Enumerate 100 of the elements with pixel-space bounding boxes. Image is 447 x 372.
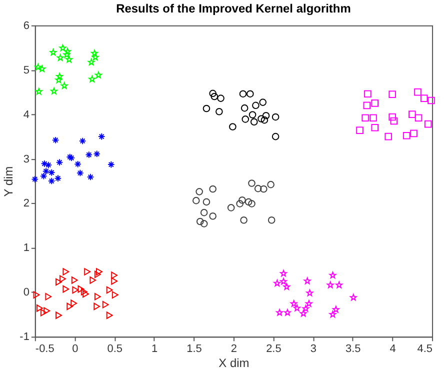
point xyxy=(240,104,248,112)
point xyxy=(55,76,62,84)
point xyxy=(34,64,42,70)
point xyxy=(248,200,256,208)
point xyxy=(332,306,340,313)
point xyxy=(62,285,70,293)
point xyxy=(238,196,246,204)
point xyxy=(250,118,258,126)
point xyxy=(71,276,78,284)
point xyxy=(88,76,96,82)
point xyxy=(36,304,43,312)
point xyxy=(40,308,47,316)
point xyxy=(210,92,218,100)
point xyxy=(329,272,336,278)
point xyxy=(276,308,284,316)
point xyxy=(262,112,270,120)
point xyxy=(102,300,109,308)
point xyxy=(414,114,422,122)
point xyxy=(408,110,416,118)
point xyxy=(64,48,71,55)
point xyxy=(200,208,208,216)
point xyxy=(192,196,200,204)
point xyxy=(66,56,73,63)
point xyxy=(246,90,254,98)
point xyxy=(283,283,290,290)
x-tick-label: 3.5 xyxy=(345,343,361,356)
x-tick-label: 4 xyxy=(390,343,396,356)
point xyxy=(326,281,334,288)
point xyxy=(56,312,62,319)
point xyxy=(248,180,256,187)
point xyxy=(217,94,224,102)
point xyxy=(371,124,379,132)
point xyxy=(56,54,64,61)
x-axis-title: X dim xyxy=(218,356,250,370)
point xyxy=(329,310,336,318)
point xyxy=(59,44,66,52)
point xyxy=(410,130,418,138)
point xyxy=(290,300,298,307)
point xyxy=(424,120,432,128)
point xyxy=(388,113,396,121)
point xyxy=(336,281,343,288)
point xyxy=(196,218,204,226)
point xyxy=(209,212,216,220)
x-tick-label: 4.5 xyxy=(417,343,433,356)
point xyxy=(96,268,102,276)
point xyxy=(196,188,203,196)
point xyxy=(94,292,101,300)
x-tick-label: 0.5 xyxy=(107,343,122,356)
y-tick-label: 5 xyxy=(23,64,30,76)
point xyxy=(90,276,96,284)
point xyxy=(78,285,84,293)
point xyxy=(280,270,288,277)
point xyxy=(356,126,364,134)
point xyxy=(209,90,216,98)
point xyxy=(84,268,91,276)
point xyxy=(76,169,84,177)
point xyxy=(38,65,46,72)
point xyxy=(94,72,102,78)
point xyxy=(112,291,118,299)
point xyxy=(216,108,223,116)
point xyxy=(202,198,210,206)
point xyxy=(239,90,247,98)
point xyxy=(63,51,70,58)
point xyxy=(92,54,99,60)
point xyxy=(302,304,310,312)
point xyxy=(294,304,301,312)
point xyxy=(252,102,260,110)
point xyxy=(52,136,60,144)
point xyxy=(50,48,57,56)
point xyxy=(227,204,235,212)
y-tick-label: 1 xyxy=(23,242,30,254)
point xyxy=(44,161,52,169)
point xyxy=(272,113,280,121)
point xyxy=(229,123,236,130)
point xyxy=(259,98,267,106)
point xyxy=(209,185,216,193)
x-tick-label: 1 xyxy=(152,343,158,356)
x-tick-label: 3 xyxy=(310,343,316,356)
x-tick-label: 0 xyxy=(72,343,78,356)
point xyxy=(31,176,39,183)
point xyxy=(254,184,262,192)
point xyxy=(45,292,52,300)
point xyxy=(267,180,274,188)
point xyxy=(364,90,372,98)
point xyxy=(244,198,252,206)
point xyxy=(98,132,106,140)
point xyxy=(350,294,357,301)
point xyxy=(40,160,48,168)
y-tick-label: 6 xyxy=(23,20,30,32)
point xyxy=(33,291,40,299)
point xyxy=(414,88,422,96)
chart-title: Results of the Improved Kernel algorithm xyxy=(116,1,351,16)
point xyxy=(106,286,113,294)
point xyxy=(94,302,100,310)
point xyxy=(304,277,311,284)
y-tick-label: 4 xyxy=(23,108,30,121)
point xyxy=(428,96,435,104)
point xyxy=(260,116,268,124)
point xyxy=(200,220,208,228)
point xyxy=(280,278,288,285)
